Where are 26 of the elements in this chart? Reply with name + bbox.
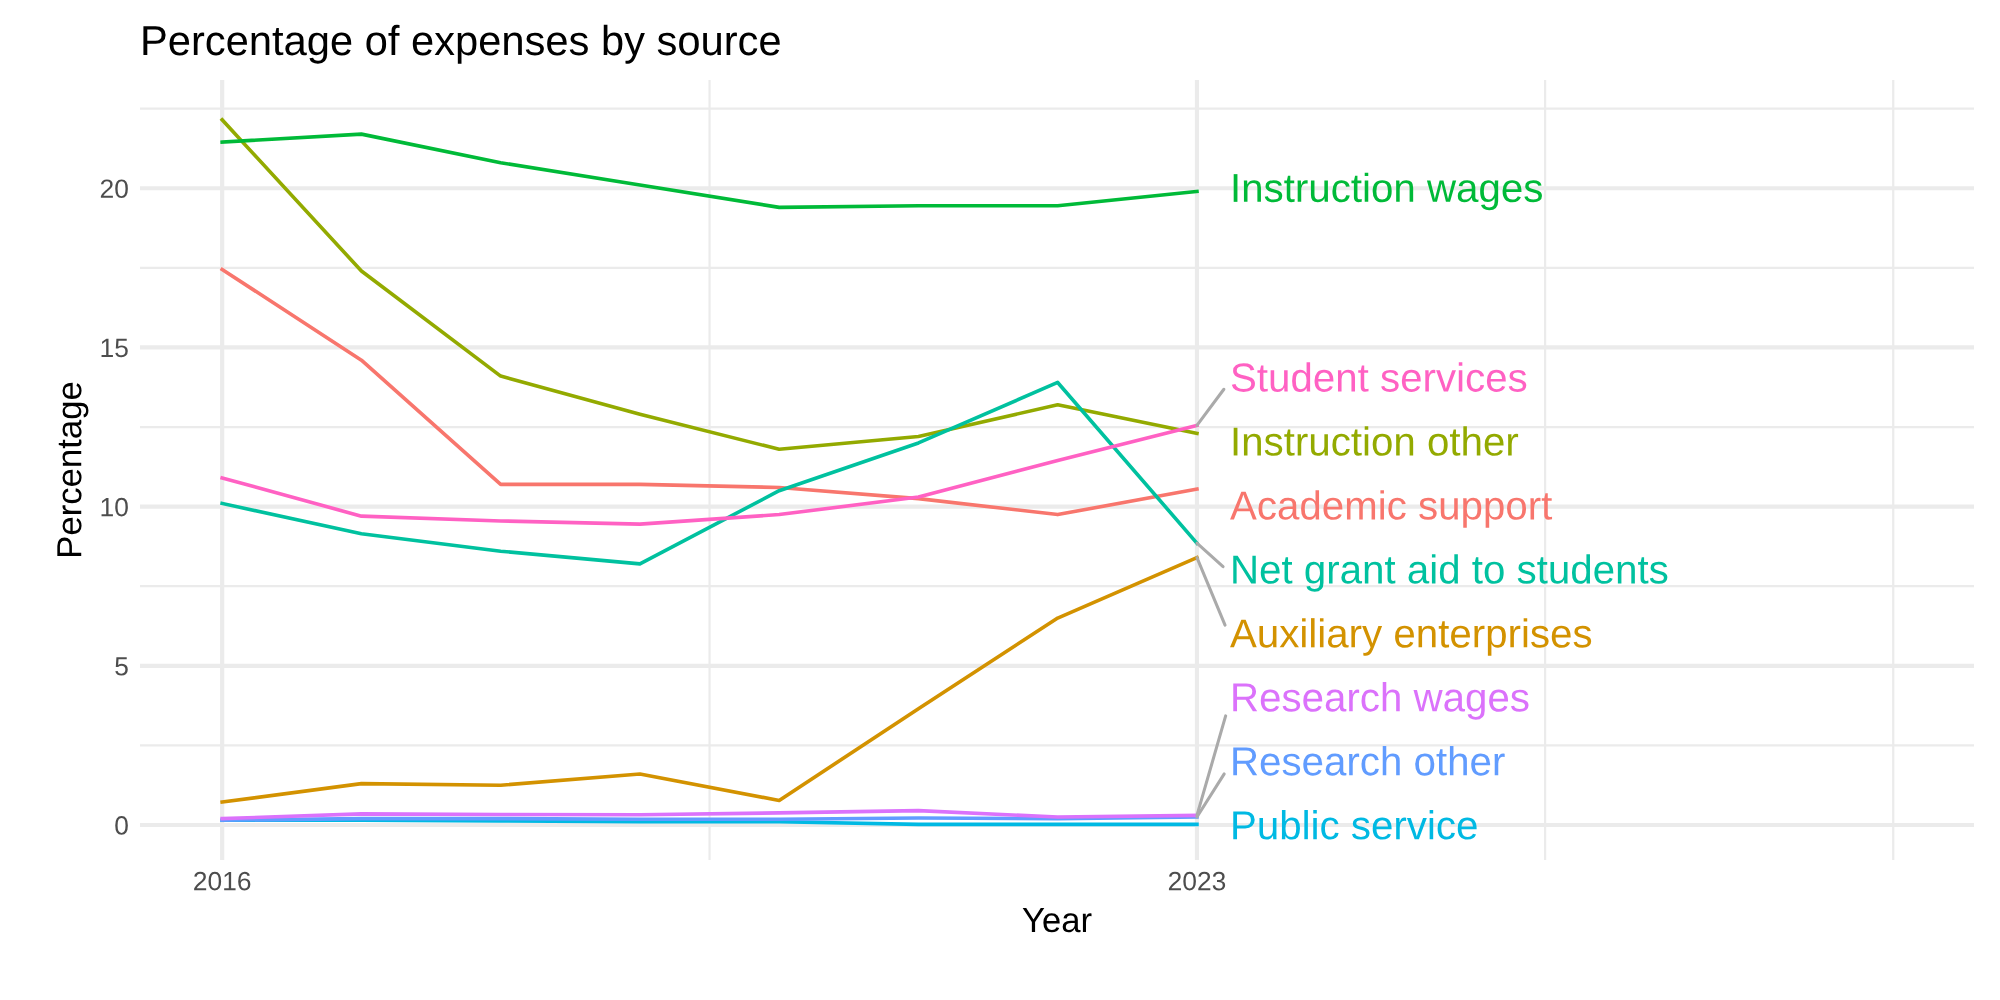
series-label: Research other [1233, 746, 1505, 776]
y-tick-label: 20 [100, 179, 128, 199]
x-tick-label: 2016 [194, 871, 251, 891]
line-series [220, 267, 1199, 517]
line-series [220, 423, 1199, 526]
y-tick-label: 15 [101, 338, 128, 358]
series-label: Academic support [1230, 490, 1553, 528]
chart-title: Percentage of expenses by source [143, 24, 780, 64]
y-tick-label: 10 [101, 497, 128, 517]
line-series [220, 808, 1199, 821]
series-label: Public service [1233, 810, 1477, 840]
x-tick-label: 2023 [1168, 871, 1226, 891]
series-label: Net grant aid to students [1233, 554, 1668, 592]
y-tick-label: 0 [115, 816, 128, 835]
y-tick-label: 5 [115, 657, 128, 676]
x-axis-title: Year [1022, 908, 1092, 933]
line-series [220, 117, 1199, 452]
series-label: Instruction other [1233, 426, 1519, 456]
line-series [220, 132, 1199, 210]
line-series [220, 380, 1199, 566]
series-label: Student services [1231, 362, 1527, 392]
line-series [220, 555, 1199, 804]
text: Research wages [1233, 682, 1529, 720]
y-axis-title: Percentage [57, 382, 89, 556]
series-label: Auxiliary enterprises [1230, 618, 1592, 656]
series-label: Instruction wages [1233, 172, 1542, 211]
